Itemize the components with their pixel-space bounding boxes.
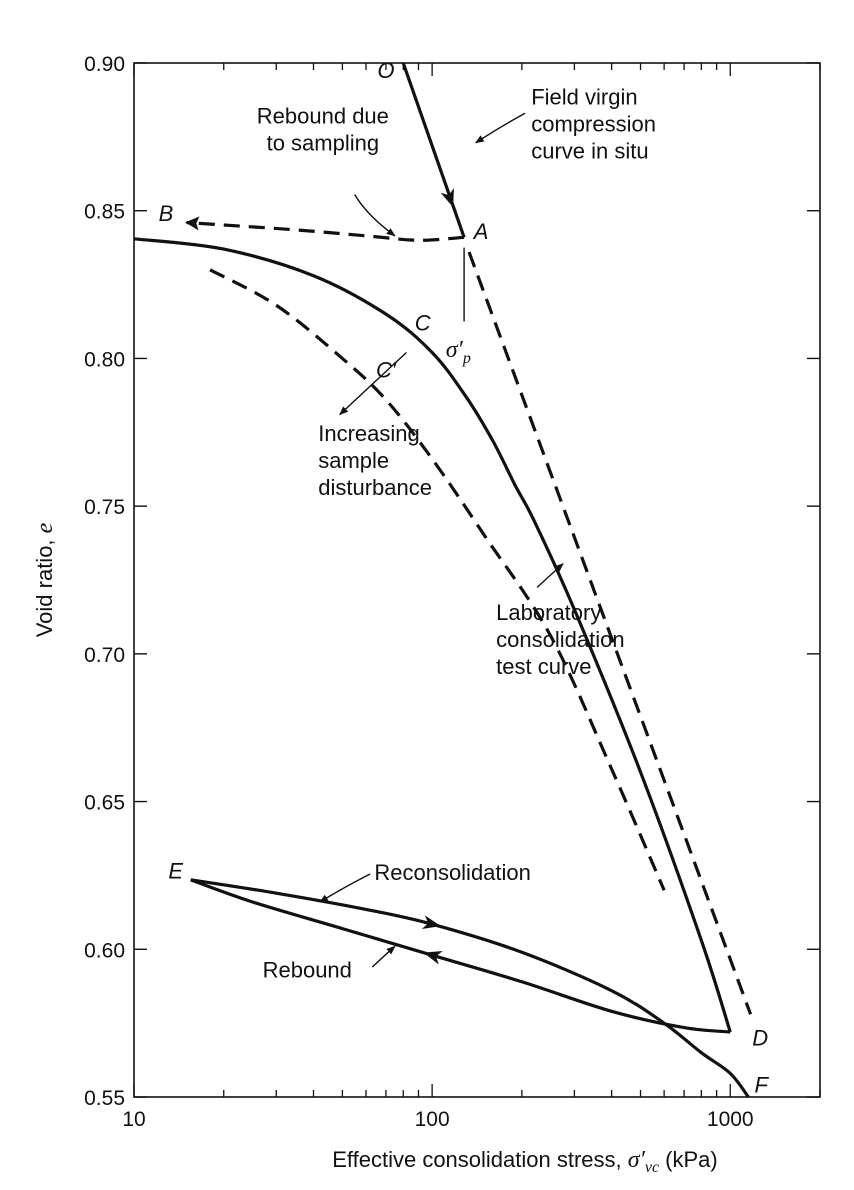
annotation-line: Rebound due	[257, 104, 389, 129]
annotation-rebound: Rebound	[263, 957, 352, 982]
plot-frame	[133, 62, 821, 1098]
annotation-line: curve in situ	[531, 138, 648, 163]
annotation-line: sample	[318, 448, 389, 473]
preconsolidation-label: σ′p	[446, 337, 471, 367]
x-axis-ticks: 10 100 1000	[122, 63, 821, 1131]
preconsolidation-symbol: σ′	[446, 337, 464, 363]
annotation-field-virgin: Field virgin compression curve in situ	[531, 84, 656, 163]
annotation-reconsolidation: Reconsolidation	[374, 860, 531, 885]
annotation-line: Rebound	[263, 957, 352, 982]
y-tick-label: 0.55	[84, 1087, 125, 1110]
curve-field-extension-a-d	[467, 251, 753, 1015]
y-axis-label-symbol: e	[32, 522, 58, 533]
x-tick-label: 10	[122, 1108, 145, 1131]
x-tick-label: 100	[415, 1108, 450, 1131]
annotation-line: consolidation	[496, 627, 624, 652]
annotation-line: Reconsolidation	[374, 860, 531, 885]
annotation-line: disturbance	[318, 475, 432, 500]
annotation-line: compression	[531, 111, 656, 136]
annotation-line: to sampling	[267, 131, 380, 156]
annotation-line: test curve	[496, 654, 591, 679]
point-label-c: C	[415, 310, 431, 335]
curve-laboratory-consolidation-curve	[133, 237, 732, 1033]
curve-reconsolidation	[190, 878, 750, 1098]
direction-arrow-rebound	[423, 951, 443, 965]
annotation-line: Laboratory	[496, 600, 601, 625]
x-axis-label: Effective consolidation stress, σ′vc (kP…	[332, 1147, 718, 1176]
curve-rebound	[190, 878, 731, 1034]
x-axis-label-text: Effective consolidation stress,	[332, 1147, 628, 1172]
point-label-e: E	[168, 858, 183, 883]
point-label-f: F	[754, 1073, 769, 1098]
point-label-o: O	[377, 58, 394, 83]
preconsolidation-subscript: p	[462, 350, 471, 367]
pointer-reconsolidation	[319, 873, 371, 903]
x-axis-label-subscript: vc	[645, 1159, 659, 1176]
annotation-line: Increasing	[318, 421, 420, 446]
annotation-increasing-disturbance: Increasing sample disturbance	[318, 421, 432, 500]
pointer-increasing-disturbance	[339, 352, 407, 416]
direction-arrow-reconsolidation	[421, 915, 441, 930]
y-tick-label: 0.90	[84, 53, 125, 76]
point-label-a: A	[472, 219, 489, 244]
x-axis-label-unit: (kPa)	[659, 1147, 718, 1172]
y-axis-label-text: Void ratio,	[32, 533, 57, 637]
point-label-d: D	[752, 1025, 768, 1050]
pointer-rebound	[371, 945, 396, 968]
x-axis-label-symbol: σ′	[628, 1147, 646, 1173]
y-axis-ticks: 0.90 0.85 0.80 0.75 0.70 0.65 0.60 0.55	[84, 53, 820, 1110]
annotation-line: Field virgin	[531, 84, 637, 109]
y-tick-label: 0.70	[84, 644, 125, 667]
curves	[133, 62, 753, 1098]
point-label-b: B	[159, 201, 174, 226]
curve-field-virgin-compression	[401, 62, 466, 238]
annotation-lab-curve: Laboratory consolidation test curve	[496, 600, 624, 679]
point-labels: O A B C C′ D E F	[159, 58, 770, 1098]
pointer-field-virgin	[474, 112, 526, 144]
curve-disturbed-curve-cprime	[209, 268, 666, 891]
pointer-lab-curve	[536, 563, 564, 588]
curve-rebound-due-to-sampling	[185, 216, 465, 242]
direction-arrow-field-virgin-compression	[440, 188, 454, 208]
point-label-c-prime: C′	[376, 358, 397, 383]
annotation-pointers	[319, 112, 564, 968]
y-tick-label: 0.85	[84, 201, 125, 224]
annotation-rebound-sampling: Rebound due to sampling	[257, 104, 389, 156]
y-tick-label: 0.65	[84, 792, 125, 815]
y-tick-label: 0.75	[84, 496, 125, 519]
y-axis-label: Void ratio, e	[32, 522, 58, 637]
annotations: Field virgin compression curve in situ Rebo…	[257, 84, 656, 982]
x-tick-label: 1000	[707, 1108, 754, 1131]
y-tick-label: 0.60	[84, 939, 125, 962]
preconsolidation-marker: σ′p	[446, 247, 471, 367]
y-tick-label: 0.80	[84, 348, 125, 371]
pointer-rebound-sampling	[354, 194, 396, 237]
